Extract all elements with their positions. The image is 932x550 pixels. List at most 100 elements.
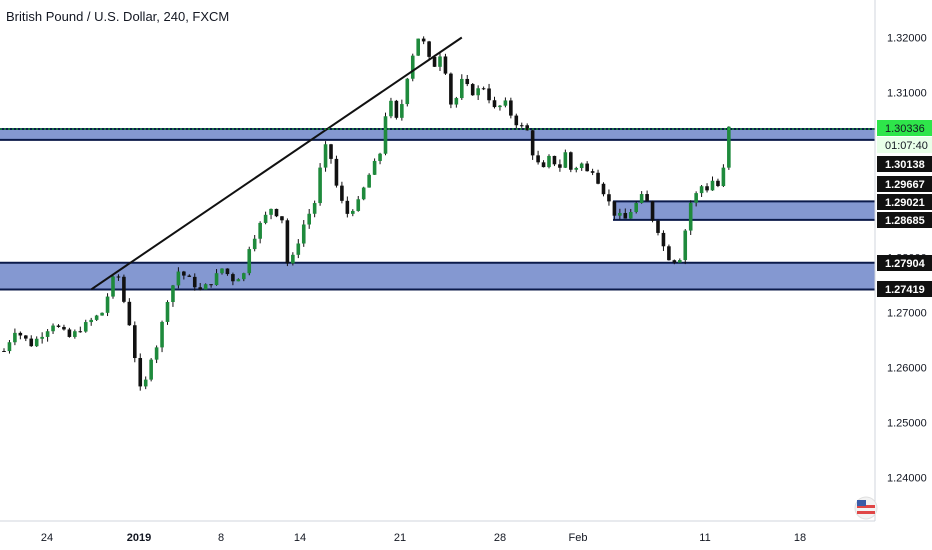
time-tick-label: 11: [699, 532, 710, 544]
svg-text:1.30336: 1.30336: [885, 123, 925, 135]
time-tick-label: 21: [394, 532, 406, 544]
candle: [705, 183, 709, 193]
candle: [24, 335, 28, 342]
price-labels: 1.30138 1.29667 1.29021 1.28685 1.27904 1.274…: [877, 120, 932, 297]
candle: [628, 208, 633, 219]
candle: [563, 149, 568, 169]
candle: [236, 278, 241, 282]
candle: [225, 268, 230, 276]
candle: [498, 105, 502, 111]
candle: [699, 184, 704, 197]
candle: [634, 201, 638, 214]
candle: [716, 178, 720, 188]
candle: [579, 162, 584, 171]
trendline-layer: [90, 36, 463, 291]
candle: [378, 152, 382, 165]
candle: [122, 274, 126, 304]
candle: [514, 113, 519, 130]
price-tick-label: 1.25000: [887, 418, 927, 430]
candle: [410, 53, 415, 82]
candlesticks: [2, 36, 731, 391]
candle: [552, 155, 557, 167]
price-tick-label: 1.27000: [887, 308, 927, 320]
time-axis: 24 2019 8 14 21 28 Feb 11 18: [41, 532, 806, 544]
candle: [318, 163, 322, 206]
candle: [18, 331, 23, 340]
candle: [45, 329, 50, 342]
svg-text:1.29021: 1.29021: [885, 197, 925, 209]
candle: [301, 220, 306, 247]
candle: [182, 270, 186, 280]
candle: [285, 218, 290, 267]
candle: [133, 321, 137, 363]
candle: [62, 324, 66, 331]
candle: [2, 348, 6, 352]
svg-text:01:07:40: 01:07:40: [885, 140, 928, 152]
candle: [160, 320, 164, 353]
bar-countdown: 01:07:40: [877, 137, 932, 153]
candle: [176, 267, 181, 289]
candle: [356, 196, 361, 212]
candle: [7, 340, 12, 354]
candle: [394, 99, 399, 120]
trendline[interactable]: [90, 36, 463, 291]
candle: [116, 274, 121, 281]
candle: [672, 259, 677, 265]
candle: [678, 258, 682, 264]
candle: [465, 74, 470, 87]
candle: [214, 269, 219, 286]
candle: [361, 186, 366, 201]
price-tick-label: 1.24000: [887, 473, 927, 485]
candle: [312, 200, 317, 218]
price-level-tag: 1.29021: [877, 194, 932, 210]
candle: [400, 99, 404, 121]
candle: [449, 72, 453, 109]
zone-2: [613, 200, 875, 221]
candle: [383, 112, 388, 156]
price-level-tag: 1.29667: [877, 176, 932, 192]
candle: [574, 166, 579, 173]
candle: [509, 97, 513, 119]
time-tick-label: 14: [294, 532, 306, 544]
candle: [40, 332, 44, 344]
last-price-tag: 1.30336: [877, 120, 932, 136]
candle: [89, 317, 93, 326]
candle: [503, 97, 508, 108]
candle: [618, 208, 622, 220]
candle: [656, 219, 660, 236]
candle: [460, 74, 464, 100]
candle: [721, 164, 726, 188]
candle: [94, 314, 99, 321]
time-tick-label: 24: [41, 532, 53, 544]
candle: [192, 273, 197, 291]
candle: [710, 176, 715, 191]
candle: [83, 319, 88, 333]
candle: [667, 244, 671, 261]
candle: [154, 345, 159, 364]
candle: [558, 159, 562, 172]
candle: [454, 96, 459, 108]
time-tick-label: 2019: [127, 532, 151, 544]
candle: [530, 128, 535, 160]
candle: [536, 150, 540, 165]
candle: [149, 358, 153, 382]
candle: [67, 327, 72, 338]
candle: [209, 284, 213, 288]
candle: [623, 208, 628, 219]
candle: [187, 274, 192, 278]
candle: [727, 126, 731, 170]
candle: [688, 200, 693, 235]
us-flag-icon[interactable]: [854, 496, 878, 520]
candle: [416, 38, 420, 56]
candle: [367, 173, 371, 188]
candle: [612, 201, 617, 220]
time-tick-label: Feb: [569, 532, 588, 544]
candle: [29, 335, 34, 347]
candle: [258, 221, 262, 244]
candle: [78, 326, 83, 333]
price-level-tag: 1.28685: [877, 212, 932, 228]
candle: [296, 239, 301, 259]
candle: [247, 246, 252, 276]
candle: [138, 353, 143, 391]
